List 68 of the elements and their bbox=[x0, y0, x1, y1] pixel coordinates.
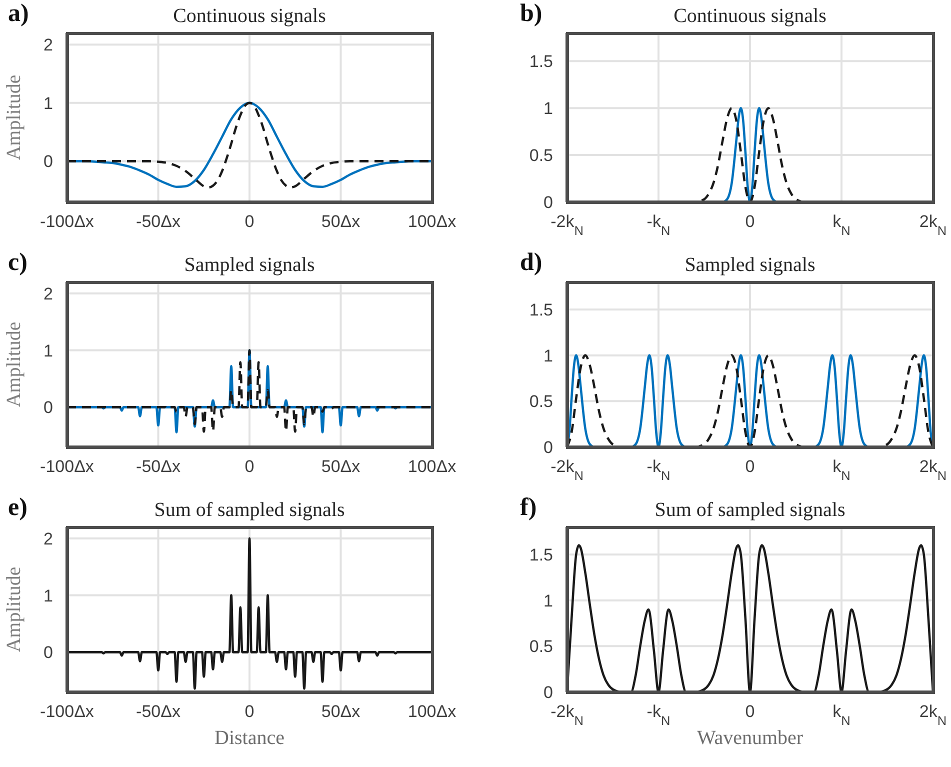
y-tick-label: 1.5 bbox=[529, 546, 553, 564]
x-tick-label: 0 bbox=[745, 212, 755, 231]
y-tick-label: 2 bbox=[44, 529, 53, 548]
x-axis-title: Wavenumber bbox=[696, 727, 804, 749]
x-tick-label: 0 bbox=[745, 702, 755, 721]
x-tick-label: -k$_{N}$ bbox=[646, 702, 670, 728]
x-tick-label: 50Δx bbox=[321, 457, 361, 476]
y-tick-label: 1.5 bbox=[529, 300, 553, 320]
x-tick-label: -2k$_{N}$ bbox=[550, 702, 584, 728]
x-tick-label: 50Δx bbox=[321, 212, 361, 231]
x-tick-label: 0 bbox=[244, 702, 254, 721]
y-tick-label: 1 bbox=[44, 94, 53, 113]
chart-title: Continuous signals bbox=[172, 4, 327, 28]
x-tick-label: 50Δx bbox=[321, 702, 361, 721]
y-tick-label: 0 bbox=[44, 398, 53, 418]
x-tick-label: 2k$_{N}$ bbox=[919, 212, 947, 238]
y-tick-label: 0 bbox=[544, 438, 553, 457]
x-tick-label: 0 bbox=[244, 212, 254, 231]
y-tick-label: 0 bbox=[544, 683, 553, 702]
y-tick-label: 1 bbox=[544, 591, 553, 610]
x-tick-label: -100Δx bbox=[40, 702, 94, 721]
y-tick-label: 0.5 bbox=[529, 392, 553, 412]
y-tick-label: 1 bbox=[44, 586, 53, 606]
y-tick-label: 0.5 bbox=[529, 146, 553, 166]
x-tick-label: 0 bbox=[745, 457, 755, 476]
x-tick-label: -2k$_{N}$ bbox=[550, 212, 584, 238]
y-axis-title: Amplitude bbox=[3, 74, 25, 160]
x-tick-label: 100Δx bbox=[408, 457, 457, 476]
y-axis-title: Amplitude bbox=[3, 322, 25, 408]
x-tick-label: k$_{N}$ bbox=[832, 457, 850, 482]
y-tick-label: 2 bbox=[44, 284, 53, 304]
x-tick-label: -100Δx bbox=[40, 457, 94, 476]
chart-title: Continuous signals bbox=[672, 4, 828, 28]
x-tick-label: -k$_{N}$ bbox=[646, 457, 670, 482]
chart-title: Sampled signals bbox=[684, 253, 816, 277]
y-tick-label: 2 bbox=[44, 36, 53, 55]
y-tick-label: 0.5 bbox=[529, 637, 553, 656]
x-tick-label: -100Δx bbox=[40, 212, 94, 231]
y-tick-label: 1 bbox=[44, 341, 53, 360]
y-tick-label: 0 bbox=[44, 152, 53, 172]
x-tick-label: 100Δx bbox=[408, 702, 457, 721]
x-tick-label: k$_{N}$ bbox=[832, 702, 850, 728]
chart-title: Sampled signals bbox=[183, 253, 316, 277]
y-tick-label: 0 bbox=[44, 643, 53, 662]
x-tick-label: k$_{N}$ bbox=[832, 212, 850, 238]
text: a) bbox=[8, 0, 29, 28]
y-tick-label: 1 bbox=[544, 99, 553, 118]
x-tick-label: -50Δx bbox=[136, 702, 181, 721]
chart-title: Sum of sampled signals bbox=[153, 498, 346, 522]
y-tick-label: 1.5 bbox=[529, 52, 553, 72]
x-axis-title: Distance bbox=[214, 727, 285, 749]
x-tick-label: -k$_{N}$ bbox=[646, 212, 670, 238]
x-tick-label: 0 bbox=[244, 457, 254, 476]
text: d) bbox=[520, 249, 542, 277]
x-tick-label: -50Δx bbox=[136, 457, 181, 476]
x-tick-label: 2k$_{N}$ bbox=[919, 702, 947, 728]
x-tick-label: -2k$_{N}$ bbox=[550, 457, 584, 482]
x-tick-label: 100Δx bbox=[408, 212, 457, 231]
y-tick-label: 1 bbox=[544, 346, 553, 366]
text: c) bbox=[8, 249, 28, 277]
text: e) bbox=[8, 494, 28, 522]
chart-title: Sum of sampled signals bbox=[654, 498, 846, 522]
text: b) bbox=[520, 0, 542, 28]
text: f) bbox=[520, 494, 537, 522]
y-axis-title: Amplitude bbox=[3, 566, 25, 652]
x-tick-label: 2k$_{N}$ bbox=[919, 457, 947, 482]
x-tick-label: -50Δx bbox=[136, 212, 181, 231]
y-tick-label: 0 bbox=[544, 193, 553, 212]
